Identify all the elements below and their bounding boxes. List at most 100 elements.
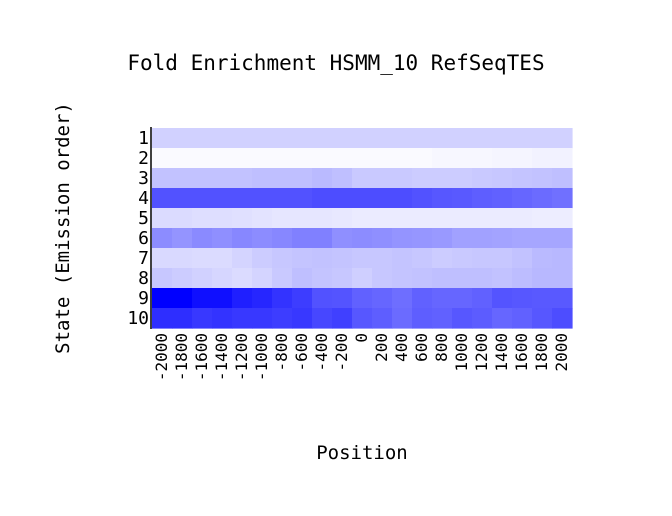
x-tick-label: 0: [352, 333, 371, 343]
heatmap-cell: [252, 188, 273, 209]
heatmap-cell: [552, 128, 573, 149]
heatmap-cell: [292, 228, 313, 249]
y-tick-label: 6: [138, 228, 149, 249]
y-tick-label: 7: [138, 248, 149, 269]
x-tick-label: 800: [432, 333, 451, 362]
heatmap-cell: [212, 288, 233, 309]
heatmap-cell: [432, 148, 453, 169]
heatmap-cell: [152, 268, 173, 289]
heatmap-cell: [212, 268, 233, 289]
heatmap-cell: [412, 128, 433, 149]
heatmap-cell: [312, 268, 333, 289]
heatmap-cell: [392, 128, 413, 149]
heatmap-cell: [352, 128, 373, 149]
heatmap-cell: [332, 308, 353, 329]
x-tick-label: 1200: [472, 333, 491, 372]
heatmap-cell: [492, 288, 513, 309]
heatmap-cell: [312, 128, 333, 149]
heatmap-cell: [512, 208, 533, 229]
heatmap-cell: [412, 188, 433, 209]
heatmap-cell: [152, 128, 173, 149]
heatmap-cell: [412, 308, 433, 329]
heatmap-cell: [252, 148, 273, 169]
heatmap-cell: [552, 268, 573, 289]
heatmap-cell: [172, 288, 193, 309]
heatmap-cell: [272, 308, 293, 329]
heatmap-cell: [412, 288, 433, 309]
heatmap-cell: [292, 288, 313, 309]
heatmap-cell: [552, 148, 573, 169]
heatmap-cell: [412, 208, 433, 229]
heatmap-cell: [492, 148, 513, 169]
heatmap-cell: [532, 168, 553, 189]
heatmap-cell: [152, 288, 173, 309]
heatmap-cell: [492, 208, 513, 229]
heatmap-cell: [492, 168, 513, 189]
heatmap-cell: [292, 148, 313, 169]
heatmap-cell: [232, 168, 253, 189]
heatmap-cell: [312, 248, 333, 269]
heatmap-cell: [472, 128, 493, 149]
heatmap-cell: [352, 168, 373, 189]
heatmap-cell: [272, 288, 293, 309]
heatmap-cell: [532, 268, 553, 289]
x-tick-label: -200: [332, 333, 351, 372]
heatmap-cell: [352, 188, 373, 209]
heatmap-cell: [332, 248, 353, 269]
heatmap-cell: [312, 188, 333, 209]
heatmap-cell: [532, 288, 553, 309]
x-tick-label: -1400: [212, 333, 231, 381]
heatmap-cell: [392, 188, 413, 209]
heatmap-cell: [252, 308, 273, 329]
heatmap-cell: [272, 208, 293, 229]
x-tick-label: 200: [372, 333, 391, 362]
heatmap-cell: [472, 248, 493, 269]
heatmap-cell: [392, 268, 413, 289]
heatmap-cell: [312, 288, 333, 309]
heatmap-cell: [192, 268, 213, 289]
y-tick-label: 3: [138, 168, 149, 189]
heatmap-cell: [292, 168, 313, 189]
heatmap-cell: [212, 188, 233, 209]
x-tick-label: -1600: [192, 333, 211, 381]
x-tick-label: 1000: [452, 333, 471, 372]
heatmap-cell: [432, 308, 453, 329]
heatmap-cell: [192, 248, 213, 269]
heatmap-cell: [472, 148, 493, 169]
heatmap-cell: [252, 268, 273, 289]
heatmap-cell: [172, 128, 193, 149]
heatmap-cell: [232, 148, 253, 169]
heatmap-cell: [352, 228, 373, 249]
heatmap-cell: [332, 208, 353, 229]
heatmap-cell: [212, 148, 233, 169]
heatmap-cell: [232, 208, 253, 229]
x-tick-label: -2000: [152, 333, 171, 381]
heatmap-cell: [492, 188, 513, 209]
heatmap-cell: [172, 248, 193, 269]
heatmap-cell: [412, 148, 433, 169]
heatmap-cell: [432, 168, 453, 189]
heatmap-cell: [492, 268, 513, 289]
heatmap-cell: [552, 308, 573, 329]
heatmap-cell: [152, 188, 173, 209]
heatmap-cell: [332, 128, 353, 149]
heatmap-cell: [472, 188, 493, 209]
heatmap-cell: [312, 228, 333, 249]
y-tick-label: 4: [138, 188, 149, 209]
heatmap-cell: [252, 128, 273, 149]
heatmap-cell: [372, 308, 393, 329]
heatmap-cell: [272, 148, 293, 169]
heatmap-cell: [352, 248, 373, 269]
heatmap-cell: [552, 288, 573, 309]
heatmap-cell: [472, 308, 493, 329]
heatmap-cell: [492, 248, 513, 269]
heatmap-cell: [232, 288, 253, 309]
heatmap-cell: [532, 148, 553, 169]
y-axis-label: State (Emission order): [52, 102, 74, 354]
x-tick-label: -1800: [172, 333, 191, 381]
heatmap-cell: [532, 128, 553, 149]
heatmap-cell: [512, 288, 533, 309]
heatmap-cell: [492, 228, 513, 249]
